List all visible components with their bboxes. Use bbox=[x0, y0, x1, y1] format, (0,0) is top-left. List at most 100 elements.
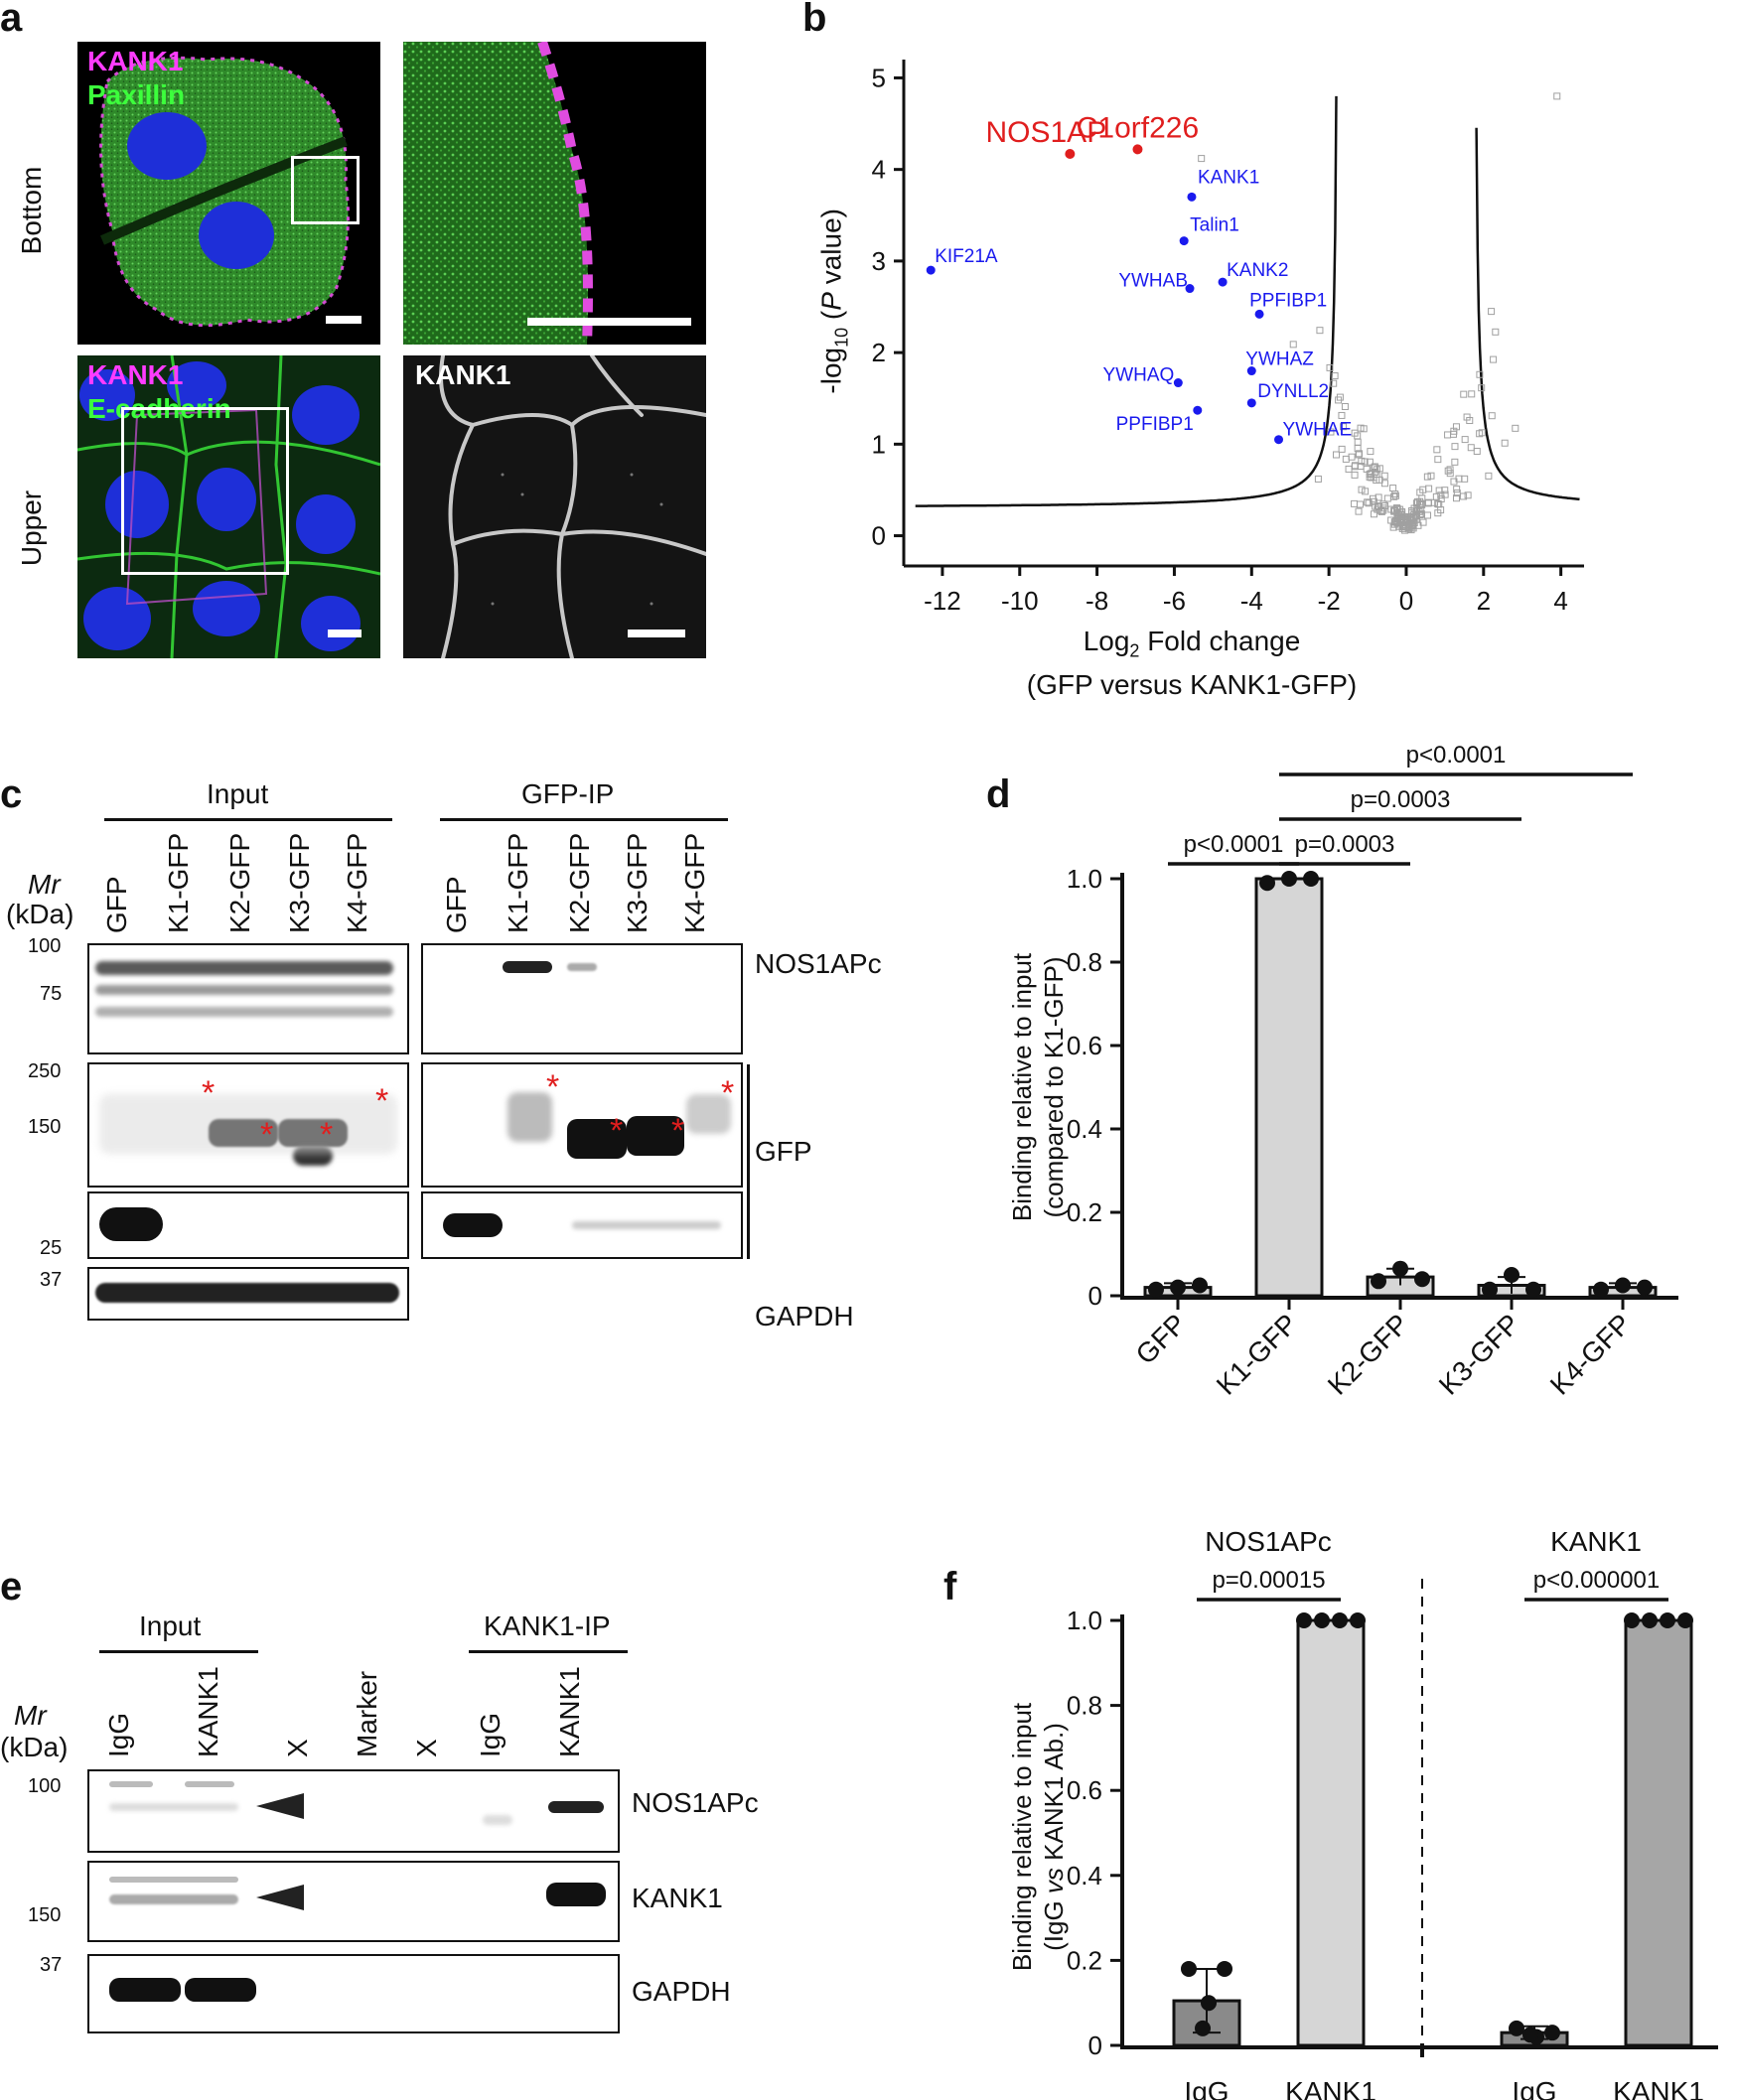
gray-point bbox=[1553, 92, 1561, 100]
ylabel-p: P bbox=[815, 292, 847, 311]
gray-point bbox=[1488, 308, 1496, 316]
gray-illustration bbox=[403, 355, 706, 658]
xlabel-prefix: Log bbox=[1083, 626, 1130, 656]
data-point bbox=[1392, 1260, 1408, 1277]
gray-point bbox=[1354, 432, 1362, 440]
gray-point bbox=[1441, 490, 1449, 498]
p-value-label: p<0.0001 bbox=[1184, 831, 1284, 858]
data-point bbox=[1314, 1612, 1330, 1628]
bar bbox=[1296, 1618, 1366, 2047]
gray-point bbox=[1358, 486, 1366, 493]
blue-point-label: KANK2 bbox=[1227, 260, 1288, 281]
bar bbox=[1254, 877, 1324, 1298]
blue-point-label: PPFIBP1 bbox=[1249, 290, 1327, 311]
lane-label: K3-GFP bbox=[622, 832, 652, 933]
group-input-line-e bbox=[99, 1650, 258, 1653]
micrograph-upper-kank1-gray: KANK1 bbox=[403, 355, 706, 658]
gray-point bbox=[1451, 443, 1459, 451]
gray-point bbox=[1444, 431, 1452, 439]
lane-label: Marker bbox=[352, 1670, 382, 1757]
data-point bbox=[1544, 2025, 1560, 2041]
gray-point bbox=[1461, 475, 1469, 483]
blue-point-label: YWHAB bbox=[1118, 271, 1188, 292]
lane-label: K1-GFP bbox=[163, 832, 194, 933]
gray-point bbox=[1512, 424, 1520, 432]
band bbox=[443, 1213, 503, 1237]
band bbox=[686, 1094, 731, 1134]
gray-point bbox=[1372, 468, 1379, 476]
gray-point bbox=[1380, 480, 1388, 488]
data-point bbox=[1195, 2020, 1211, 2036]
panel-e-label: e bbox=[0, 1565, 23, 1609]
zoom-box bbox=[291, 156, 360, 224]
blot-label-nos1apc-e: NOS1APc bbox=[632, 1787, 759, 1818]
gray-point bbox=[1351, 471, 1359, 479]
gray-point bbox=[1417, 506, 1425, 514]
blue-point-label: PPFIBP1 bbox=[1116, 414, 1194, 435]
gray-point bbox=[1390, 492, 1398, 500]
gray-point bbox=[1463, 413, 1471, 421]
scale-bar bbox=[628, 630, 685, 637]
group-ip-line bbox=[440, 818, 728, 821]
gray-point bbox=[1370, 510, 1377, 518]
p-value-label: p=0.0003 bbox=[1351, 786, 1451, 813]
bar bbox=[1624, 1618, 1693, 2047]
threshold-curve-right bbox=[1475, 127, 1580, 501]
red-point-label: C1orf226 bbox=[1077, 111, 1199, 144]
gray-point bbox=[1424, 511, 1432, 519]
y-tick-label: 0.2 bbox=[1067, 1197, 1102, 1227]
x-tick-label-group: K2-GFP bbox=[1322, 1308, 1414, 1400]
band bbox=[109, 1877, 238, 1883]
bar-chart-d: 0 0.2 0.4 0.6 0.8 1.0 Binding relative to inpu… bbox=[1007, 742, 1678, 1401]
band bbox=[109, 1978, 181, 2002]
blue-point bbox=[926, 265, 936, 275]
gfp-bracket bbox=[747, 1064, 750, 1259]
data-point bbox=[1624, 1612, 1640, 1628]
lane-label: X bbox=[282, 1739, 313, 1757]
gray-point bbox=[1427, 472, 1435, 480]
gray-point bbox=[1314, 475, 1322, 483]
blue-point-label: YWHAQ bbox=[1103, 365, 1175, 386]
mr-label-e: Mr bbox=[14, 1700, 47, 1731]
band bbox=[95, 985, 393, 995]
asterisk-marker: * bbox=[610, 1112, 624, 1150]
gray-point bbox=[1425, 485, 1433, 492]
x-tick-label: KANK1 bbox=[1613, 2076, 1704, 2100]
blot-e-gapdh bbox=[87, 1954, 620, 2033]
lane-label: X bbox=[411, 1739, 442, 1757]
gray-point bbox=[1452, 423, 1460, 431]
lane-label: K1-GFP bbox=[503, 832, 533, 933]
group-ip-line-e bbox=[469, 1650, 628, 1653]
blot-ip-gfp-high bbox=[421, 1062, 743, 1188]
group-input: Input bbox=[207, 778, 269, 809]
group-input-e: Input bbox=[139, 1610, 202, 1641]
data-point bbox=[1350, 1612, 1366, 1628]
gray-point bbox=[1434, 509, 1442, 517]
lane-label: K2-GFP bbox=[564, 832, 595, 933]
blot-input-gfp-low bbox=[87, 1191, 409, 1259]
zoom-box bbox=[121, 407, 289, 575]
gray-point bbox=[1468, 390, 1476, 398]
x-tick-label-group: K4-GFP bbox=[1544, 1308, 1637, 1400]
panel-d-label: d bbox=[986, 772, 1011, 816]
y-tick-label: 0.6 bbox=[1067, 1031, 1102, 1060]
gray-point bbox=[1485, 472, 1493, 480]
scale-bar bbox=[527, 318, 691, 326]
data-point bbox=[1170, 1279, 1186, 1296]
blue-point-label: YWHAZ bbox=[1245, 350, 1314, 370]
data-point bbox=[1181, 1960, 1197, 1977]
blue-point bbox=[1179, 236, 1189, 246]
row-label-upper: Upper bbox=[16, 490, 47, 567]
gray-point bbox=[1342, 455, 1350, 463]
blot-ip-gfp-low bbox=[421, 1191, 743, 1259]
red-point bbox=[1132, 144, 1143, 155]
gray-point bbox=[1434, 456, 1442, 464]
data-point bbox=[1259, 875, 1275, 892]
gray-point bbox=[1391, 491, 1399, 499]
arrowhead-icon bbox=[256, 1885, 304, 1910]
cell-illustration bbox=[77, 355, 380, 658]
x-tick-label: -10 bbox=[1001, 586, 1039, 616]
data-point bbox=[1509, 2020, 1524, 2036]
x-tick-label: K3-GFP bbox=[1433, 1308, 1525, 1400]
y-tick-label: 3 bbox=[872, 246, 886, 276]
